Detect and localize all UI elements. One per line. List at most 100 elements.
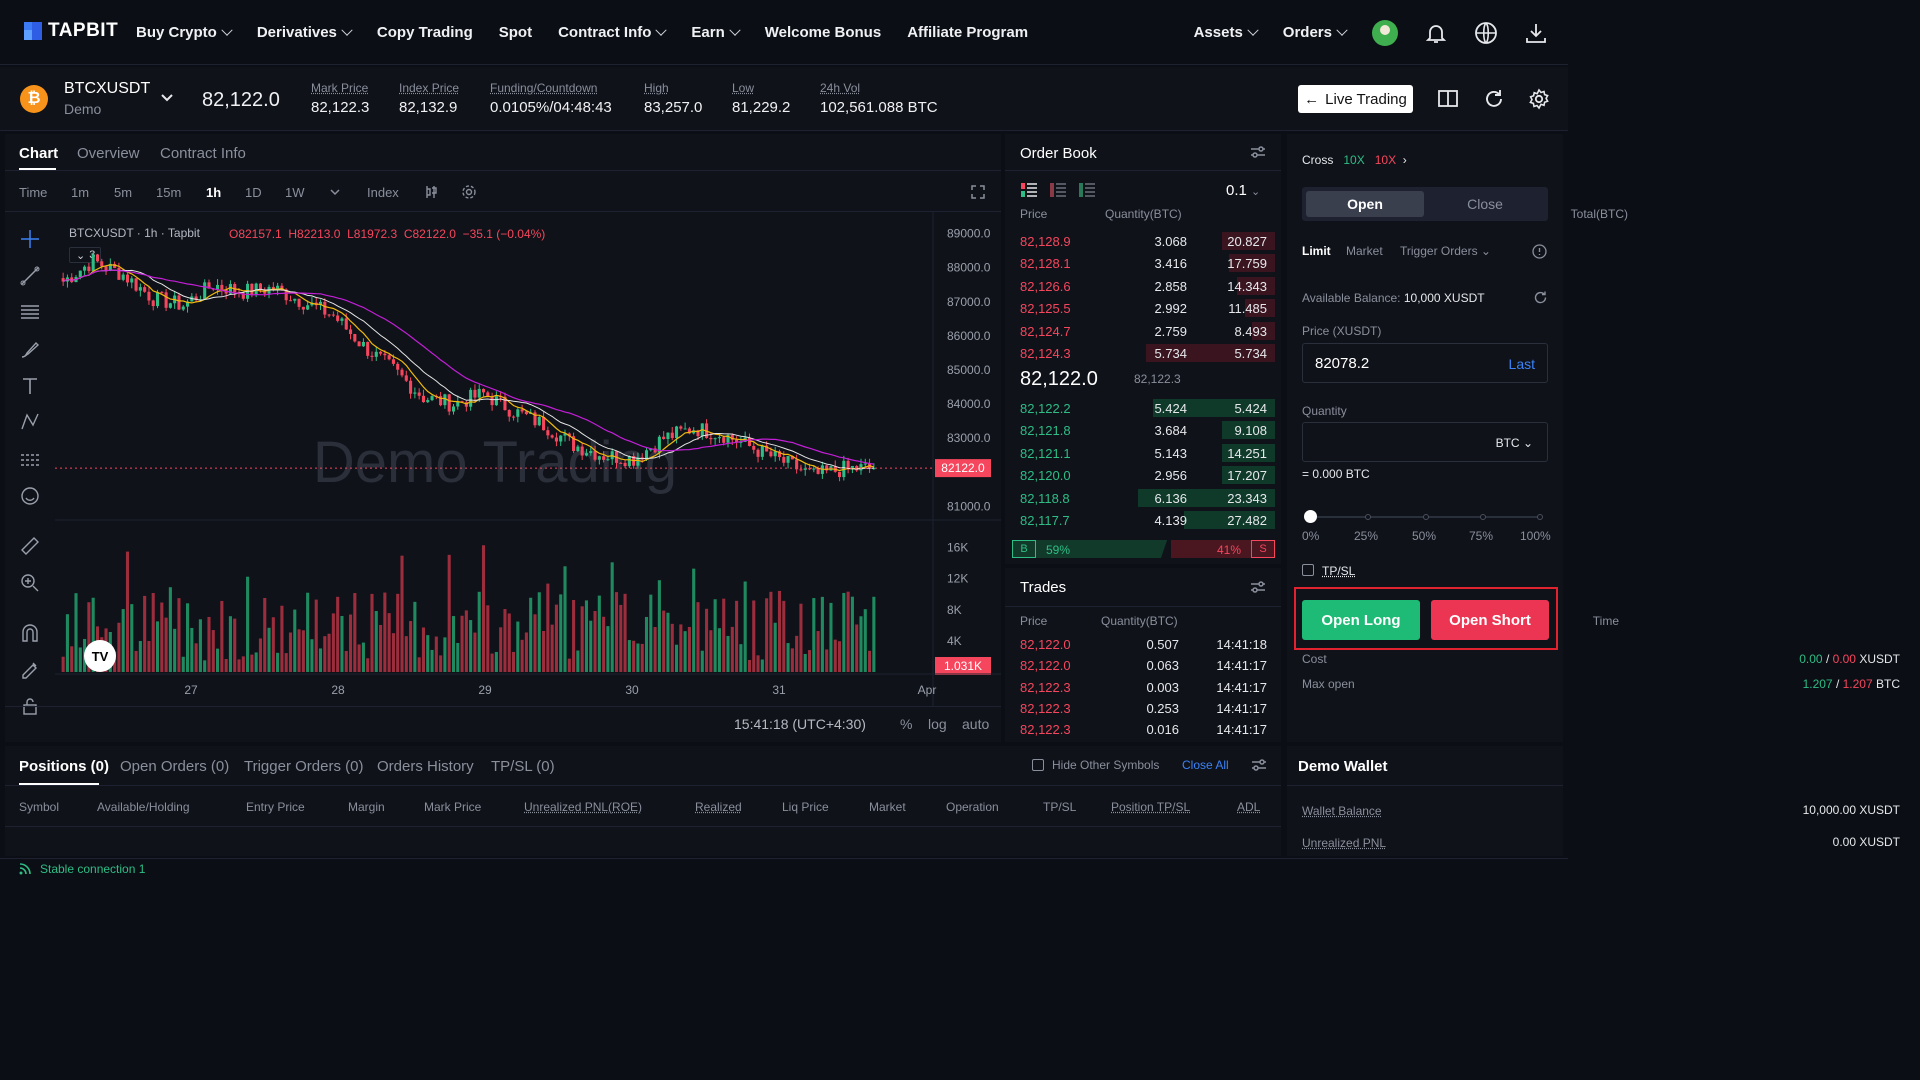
book-bids-icon[interactable] [1079, 183, 1095, 197]
scale-option-percent[interactable]: % [900, 716, 913, 732]
slider-tick[interactable] [1480, 514, 1486, 520]
precision-select[interactable]: 0.1 ⌄ [1226, 182, 1261, 199]
open-tab[interactable]: Open [1306, 191, 1424, 217]
pattern-icon[interactable] [19, 411, 41, 433]
order-type-limit[interactable]: Limit [1302, 244, 1331, 258]
open-short-button[interactable]: Open Short [1431, 600, 1549, 640]
interval-15m[interactable]: 15m [156, 185, 182, 200]
magnet-icon[interactable] [19, 622, 41, 644]
info-icon[interactable] [1532, 244, 1547, 259]
nav-item-welcome-bonus[interactable]: Welcome Bonus [764, 24, 882, 41]
nav-item-earn[interactable]: Earn [691, 24, 741, 41]
chart-settings-icon[interactable] [461, 184, 477, 200]
bid-row[interactable]: 82,117.7 4.139 27.482 [1005, 509, 1281, 531]
user-avatar[interactable] [1372, 19, 1398, 46]
ask-row[interactable]: 82,128.9 3.068 20.827 [1005, 230, 1281, 252]
chevron-down-icon[interactable] [330, 188, 340, 196]
crosshair-icon[interactable] [19, 228, 41, 250]
quantity-input[interactable]: BTC ⌄ [1302, 422, 1548, 462]
filter-icon[interactable] [1250, 145, 1266, 159]
bid-row[interactable]: 82,121.8 3.684 9.108 [1005, 419, 1281, 441]
live-trading-button[interactable]: ← Live Trading [1298, 85, 1413, 113]
bid-row[interactable]: 82,120.0 2.956 17.207 [1005, 464, 1281, 486]
close-all-button[interactable]: Close All [1182, 758, 1229, 772]
nav-item-buy-crypto[interactable]: Buy Crypto [136, 24, 233, 41]
interval-5m[interactable]: 5m [114, 185, 133, 200]
book-asks-icon[interactable] [1050, 183, 1066, 197]
chevron-down-icon[interactable] [160, 93, 174, 103]
close-tab[interactable]: Close [1467, 196, 1503, 212]
positions-tab-2[interactable]: Trigger Orders (0) [244, 758, 364, 775]
symbol-selector[interactable]: BTCXUSDT Demo [64, 80, 150, 117]
positions-tab-1[interactable]: Open Orders (0) [120, 758, 230, 775]
assets-menu[interactable]: Assets [1194, 24, 1259, 41]
bid-row[interactable]: 82,118.8 6.136 23.343 [1005, 487, 1281, 509]
order-type-market[interactable]: Market [1346, 244, 1383, 258]
measure-lines-icon[interactable] [19, 449, 41, 471]
ask-row[interactable]: 82,124.3 5.734 5.734 [1005, 342, 1281, 364]
download-icon[interactable] [1524, 21, 1548, 45]
quantity-unit-select[interactable]: BTC ⌄ [1495, 436, 1533, 450]
nav-item-copy-trading[interactable]: Copy Trading [376, 24, 473, 41]
positions-tab-4[interactable]: TP/SL (0) [491, 758, 555, 775]
hide-other-checkbox[interactable] [1032, 759, 1044, 771]
chart-tab-chart[interactable]: Chart [19, 145, 59, 162]
fib-lines-icon[interactable] [19, 301, 41, 323]
book-both-icon[interactable] [1021, 183, 1037, 197]
nav-item-spot[interactable]: Spot [498, 24, 533, 41]
bid-row[interactable]: 82,122.2 5.424 5.424 [1005, 397, 1281, 419]
globe-icon[interactable] [1474, 21, 1498, 45]
tradingview-logo[interactable]: TV [84, 640, 116, 672]
fullscreen-icon[interactable] [971, 185, 985, 199]
lock-drawing-icon[interactable] [19, 658, 41, 680]
positions-tab-0[interactable]: Positions (0) [19, 758, 110, 775]
nav-item-derivatives[interactable]: Derivatives [257, 24, 353, 41]
nav-item-affiliate-program[interactable]: Affiliate Program [907, 24, 1029, 41]
bell-icon[interactable] [1424, 21, 1448, 45]
slider-knob[interactable] [1304, 510, 1317, 523]
interval-1m[interactable]: 1m [71, 185, 90, 200]
refresh-icon[interactable] [1533, 290, 1548, 305]
last-price-button[interactable]: Last [1508, 356, 1535, 372]
interval-time[interactable]: Time [19, 185, 48, 200]
scale-option-log[interactable]: log [928, 716, 947, 732]
interval-1w[interactable]: 1W [285, 185, 305, 200]
ask-row[interactable]: 82,124.7 2.759 8.493 [1005, 320, 1281, 342]
chart-tab-overview[interactable]: Overview [77, 145, 140, 162]
filter-icon[interactable] [1250, 580, 1266, 594]
interval-1d[interactable]: 1D [245, 185, 262, 200]
filter-icon[interactable] [1251, 758, 1267, 772]
order-type-trigger[interactable]: Trigger Orders ⌄ [1400, 244, 1491, 258]
ask-row[interactable]: 82,126.6 2.858 14.343 [1005, 275, 1281, 297]
price-chart[interactable]: Demo Trading 89000.0 88000.0 87000.0 86000.0… [55, 212, 1001, 707]
lock-icon[interactable] [19, 695, 41, 717]
positions-tab-3[interactable]: Orders History [377, 758, 474, 775]
chart-tab-contract-info[interactable]: Contract Info [160, 145, 246, 162]
trendline-icon[interactable] [19, 265, 41, 287]
tpsl-checkbox[interactable] [1302, 564, 1314, 576]
slider-tick[interactable] [1423, 514, 1429, 520]
refresh-icon[interactable] [1483, 88, 1505, 110]
index-toggle[interactable]: Index [367, 185, 399, 200]
settings-gear-icon[interactable] [1528, 88, 1550, 110]
brand-logo[interactable]: TAPBIT [24, 20, 118, 42]
zoom-in-icon[interactable] [19, 572, 41, 594]
orders-menu[interactable]: Orders [1283, 24, 1348, 41]
nav-item-contract-info[interactable]: Contract Info [558, 24, 668, 41]
scale-option-auto[interactable]: auto [962, 716, 990, 732]
slider-tick[interactable] [1365, 514, 1371, 520]
interval-1h[interactable]: 1h [206, 185, 222, 200]
candle-type-icon[interactable] [424, 185, 438, 199]
ask-row[interactable]: 82,128.1 3.416 17.759 [1005, 252, 1281, 274]
brush-icon[interactable] [19, 338, 41, 360]
open-long-button[interactable]: Open Long [1302, 600, 1420, 640]
ruler-icon[interactable] [19, 535, 41, 557]
ask-row[interactable]: 82,125.5 2.992 11.485 [1005, 297, 1281, 319]
emoji-icon[interactable] [19, 485, 41, 507]
layout-book-icon[interactable] [1437, 89, 1459, 109]
bid-row[interactable]: 82,121.1 5.143 14.251 [1005, 442, 1281, 464]
text-tool-icon[interactable] [19, 375, 41, 397]
margin-leverage[interactable]: Cross 10X 10X › [1302, 153, 1407, 167]
price-input[interactable]: 82078.2 Last [1302, 343, 1548, 383]
slider-tick[interactable] [1537, 514, 1543, 520]
